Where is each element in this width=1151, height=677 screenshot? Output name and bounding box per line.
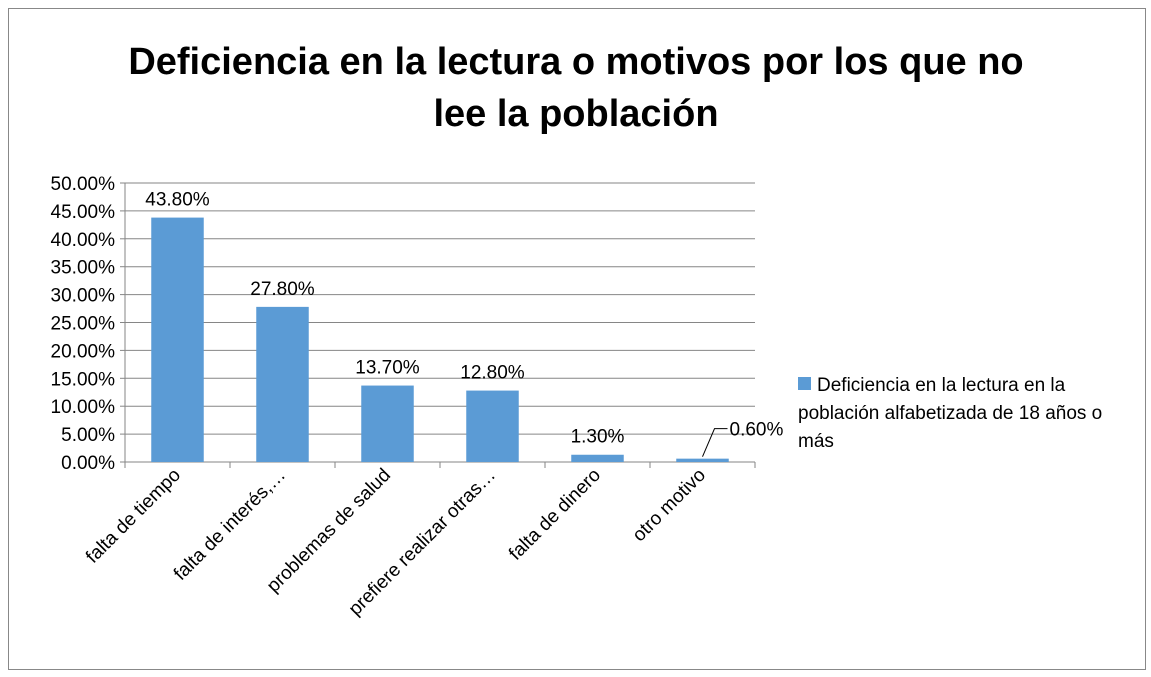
data-label: 43.80%: [145, 190, 210, 211]
leader-line: [702, 428, 728, 457]
y-tick-label: 5.00%: [61, 425, 115, 446]
bar: [676, 458, 729, 462]
legend: Deficiencia en la lectura en la població…: [798, 372, 1138, 456]
y-tick-label: 35.00%: [51, 258, 116, 279]
data-label: 13.70%: [355, 358, 420, 379]
y-tick-label: 20.00%: [51, 341, 116, 362]
chart-frame: [8, 8, 1146, 670]
chart-title: Deficiencia en la lectura o motivos por …: [128, 41, 1024, 135]
x-tick-label: falta de dinero: [505, 465, 605, 565]
x-tick-label: falta de interés,…: [170, 465, 290, 585]
y-tick-label: 40.00%: [51, 230, 116, 251]
x-tick-label: otro motivo: [629, 465, 710, 546]
y-tick-label: 25.00%: [51, 314, 116, 335]
legend-swatch: [798, 377, 811, 390]
bar: [151, 217, 204, 462]
bar: [256, 306, 309, 462]
bar: [466, 390, 519, 462]
y-tick-label: 10.00%: [51, 397, 116, 418]
bar: [361, 385, 414, 462]
y-tick-label: 45.00%: [51, 202, 116, 223]
y-tick-label: 30.00%: [51, 286, 116, 307]
data-label: 1.30%: [571, 427, 625, 448]
bar: [571, 454, 624, 462]
y-tick-label: 50.00%: [51, 174, 116, 195]
legend-label: Deficiencia en la lectura en la població…: [798, 375, 1103, 452]
data-label: 12.80%: [460, 363, 525, 384]
data-label: 0.60%: [730, 420, 784, 441]
y-tick-label: 0.00%: [61, 453, 115, 474]
data-label: 27.80%: [250, 279, 315, 300]
x-tick-label: falta de tiempo: [82, 465, 185, 568]
y-tick-label: 15.00%: [51, 369, 116, 390]
